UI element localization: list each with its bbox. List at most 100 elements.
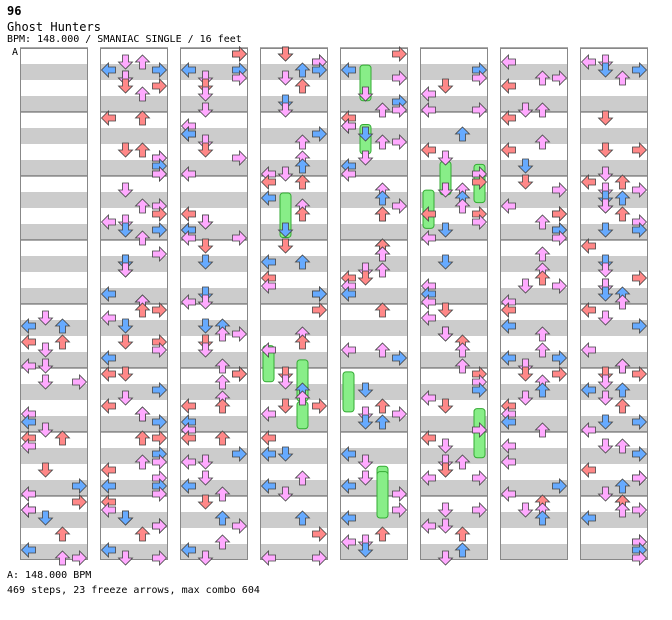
down-arrow-note: [517, 278, 534, 294]
down-arrow-note: [117, 390, 134, 406]
beat-stripe: [180, 160, 248, 176]
left-arrow-note: [260, 254, 276, 270]
left-arrow-note: [340, 286, 356, 302]
up-arrow-note: [374, 206, 391, 222]
up-arrow-note: [534, 422, 551, 438]
beat-stripe: [100, 352, 168, 368]
right-arrow-note: [152, 430, 168, 446]
left-arrow-note: [260, 550, 276, 566]
beat-stripe: [180, 64, 248, 80]
beat-stripe: [260, 192, 328, 208]
beat-stripe: [20, 96, 88, 112]
down-arrow-note: [197, 214, 214, 230]
beat-stripe: [340, 480, 408, 496]
left-arrow-note: [20, 438, 36, 454]
up-arrow-note: [214, 534, 231, 550]
up-arrow-note: [294, 78, 311, 94]
left-arrow-note: [20, 502, 36, 518]
beat-stripe: [180, 256, 248, 272]
up-arrow-note: [614, 398, 631, 414]
up-arrow-note: [534, 246, 551, 262]
right-arrow-note: [632, 270, 648, 286]
right-arrow-note: [232, 446, 248, 462]
right-arrow-note: [392, 406, 408, 422]
bpm-legend: A: 148.000 BPM: [7, 570, 92, 581]
up-arrow-note: [614, 174, 631, 190]
down-arrow-note: [437, 222, 454, 238]
left-arrow-note: [500, 78, 516, 94]
down-arrow-note: [197, 550, 214, 566]
down-arrow-note: [597, 62, 614, 78]
left-arrow-note: [180, 542, 196, 558]
down-arrow-note: [117, 222, 134, 238]
beat-stripe: [20, 192, 88, 208]
left-arrow-note: [580, 302, 596, 318]
down-arrow-note: [117, 70, 134, 86]
down-arrow-note: [117, 334, 134, 350]
left-arrow-note: [340, 118, 356, 134]
left-arrow-note: [340, 62, 356, 78]
up-arrow-note: [214, 358, 231, 374]
down-arrow-note: [117, 182, 134, 198]
down-arrow-note: [597, 198, 614, 214]
beat-stripe: [500, 224, 568, 240]
right-arrow-note: [152, 166, 168, 182]
left-arrow-note: [100, 110, 116, 126]
left-arrow-note: [340, 510, 356, 526]
beat-stripe: [100, 192, 168, 208]
right-arrow-note: [232, 326, 248, 342]
down-arrow-note: [197, 142, 214, 158]
up-arrow-note: [534, 214, 551, 230]
down-arrow-note: [117, 366, 134, 382]
up-arrow-note: [214, 374, 231, 390]
left-arrow-note: [500, 454, 516, 470]
down-arrow-note: [117, 78, 134, 94]
beat-stripe: [20, 480, 88, 496]
up-arrow-note: [374, 398, 391, 414]
right-arrow-note: [552, 70, 568, 86]
right-arrow-note: [472, 214, 488, 230]
up-arrow-note: [534, 134, 551, 150]
down-arrow-note: [597, 390, 614, 406]
left-arrow-note: [340, 478, 356, 494]
down-arrow-note: [277, 46, 294, 62]
left-arrow-note: [580, 462, 596, 478]
left-arrow-note: [100, 214, 116, 230]
right-arrow-note: [392, 198, 408, 214]
left-arrow-note: [260, 406, 276, 422]
left-arrow-note: [500, 318, 516, 334]
down-arrow-note: [597, 486, 614, 502]
left-arrow-note: [260, 278, 276, 294]
up-arrow-note: [294, 510, 311, 526]
beat-stripe: [580, 384, 648, 400]
beat-stripe: [420, 192, 488, 208]
down-arrow-note: [37, 310, 54, 326]
right-arrow-note: [632, 142, 648, 158]
down-arrow-note: [197, 102, 214, 118]
beat-stripe: [420, 128, 488, 144]
column-border: [260, 48, 328, 560]
beat-stripe: [180, 352, 248, 368]
beat-stripe: [20, 288, 88, 304]
left-arrow-note: [260, 342, 276, 358]
beat-stripe: [580, 192, 648, 208]
down-arrow-note: [357, 454, 374, 470]
column-border: [420, 48, 488, 560]
beat-stripe: [20, 320, 88, 336]
beat-stripe: [420, 320, 488, 336]
up-arrow-note: [294, 470, 311, 486]
beat-stripe: [420, 416, 488, 432]
right-arrow-note: [472, 70, 488, 86]
up-arrow-note: [454, 358, 471, 374]
down-arrow-note: [597, 278, 614, 294]
up-arrow-note: [454, 542, 471, 558]
beat-stripe: [100, 480, 168, 496]
down-arrow-note: [117, 262, 134, 278]
right-arrow-note: [152, 246, 168, 262]
up-arrow-note: [134, 198, 151, 214]
column-border: [500, 48, 568, 560]
beat-stripe: [340, 544, 408, 560]
left-arrow-note: [180, 478, 196, 494]
beat-stripe: [260, 320, 328, 336]
right-arrow-note: [72, 550, 88, 566]
